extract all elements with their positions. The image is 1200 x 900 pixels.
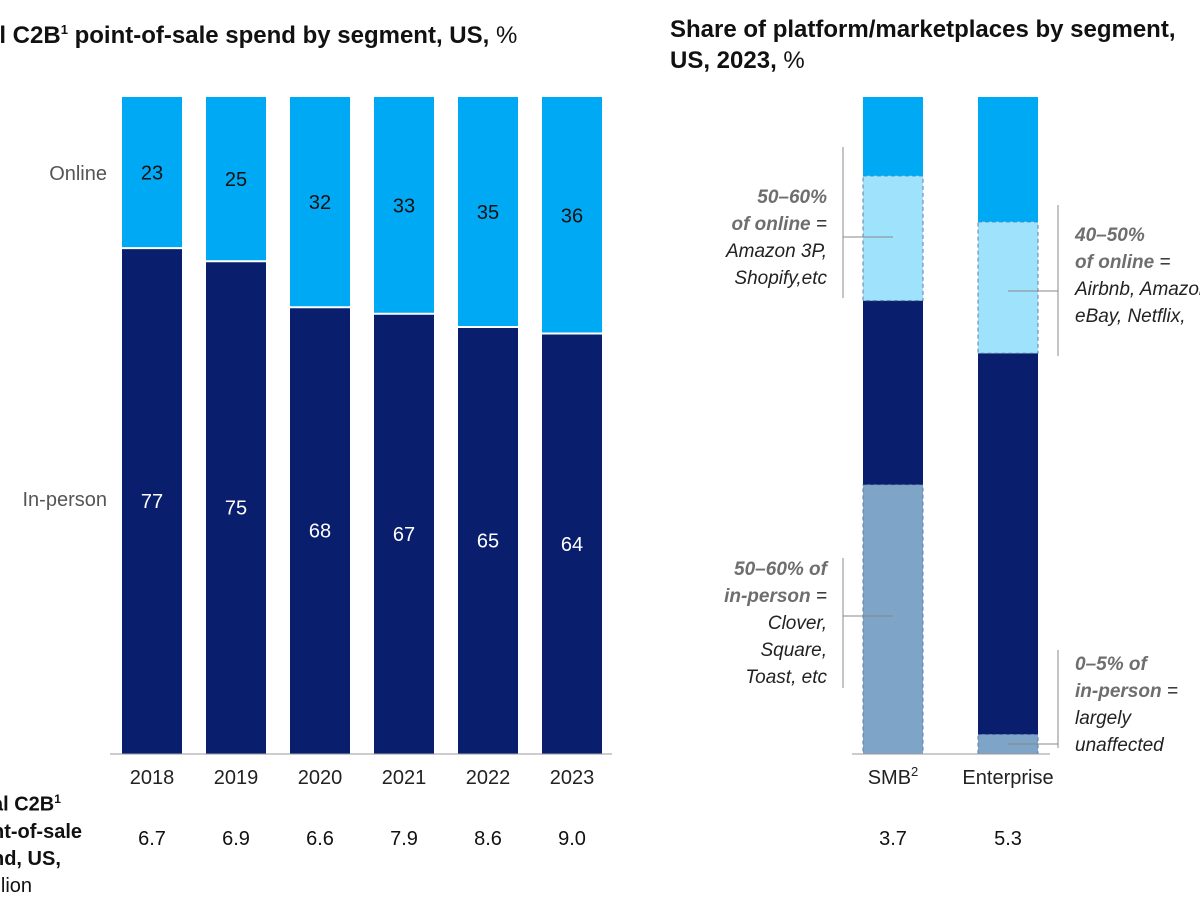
bar-online-2020 (290, 97, 350, 308)
x-tick-label-2018: 2018 (130, 767, 175, 789)
annotation-ent-inperson-line-3: unaffected (1075, 735, 1165, 756)
annotation-smb-inperson-line-3: Square, (760, 640, 827, 661)
segment-smb-2 (862, 175, 924, 302)
bar-inperson-2021 (374, 313, 434, 754)
x-tick-label-smb: SMB2 (868, 764, 919, 789)
right-chart-title-line2: US, 2023, % (670, 47, 805, 74)
x-tick-label-enterprise: Enterprise (962, 767, 1053, 789)
segment-smb-1 (863, 300, 923, 485)
x-tick-label-2022: 2022 (466, 767, 511, 789)
total-value-2018: 6.7 (138, 828, 166, 850)
annotation-smb-inperson-line-4: Toast, etc (745, 667, 827, 688)
bar-online-2019 (206, 97, 266, 262)
total-value-2019: 6.9 (222, 828, 250, 850)
bar-inperson-2022 (458, 326, 518, 754)
data-label-online-2023: 36 (561, 205, 583, 227)
data-label-inperson-2022: 65 (477, 530, 499, 552)
x-tick-label-2021: 2021 (382, 767, 427, 789)
right-chart-title: Share of platform/marketplaces by segmen… (670, 16, 1176, 43)
data-label-inperson-2019: 75 (225, 498, 247, 520)
left-chart-title: tal C2B1 point-of-sale spend by segment,… (0, 22, 518, 49)
annotation-smb-online-line-2: Amazon 3P, (725, 241, 827, 262)
annotation-smb-inperson-line-2: Clover, (768, 613, 827, 634)
segment-enterprise-2 (977, 221, 1039, 354)
data-label-online-2020: 32 (309, 192, 331, 214)
total-value-enterprise: 5.3 (994, 828, 1022, 850)
annotation-ent-inperson-line-2: largely (1075, 708, 1132, 729)
data-label-inperson-2023: 64 (561, 534, 583, 556)
bar-online-2023 (542, 97, 602, 334)
total-value-2021: 7.9 (390, 828, 418, 850)
segment-smb-0 (862, 484, 924, 755)
bar-online-2018 (122, 97, 182, 249)
annotation-smb-inperson-line-0: 50–60% of (734, 559, 829, 580)
bar-inperson-2020 (290, 307, 350, 754)
segment-smb-3 (863, 97, 923, 176)
total-spend-label: al C2B1 nt-of-sale nd, US, illion (0, 792, 82, 897)
data-label-online-2022: 35 (477, 202, 499, 224)
x-tick-label-2019: 2019 (214, 767, 259, 789)
x-tick-label-2020: 2020 (298, 767, 343, 789)
segment-enterprise-1 (978, 353, 1038, 735)
legend-inperson: In-person (23, 489, 108, 511)
total-value-2023: 9.0 (558, 828, 586, 850)
data-label-inperson-2021: 67 (393, 524, 415, 546)
annotation-ent-online-line-2: Airbnb, Amazon, (1074, 279, 1200, 300)
annotation-ent-inperson-line-0: 0–5% of (1075, 654, 1148, 675)
legend-online: Online (49, 163, 107, 185)
x-tick-label-2023: 2023 (550, 767, 595, 789)
bar-online-2021 (374, 97, 434, 314)
total-value-2020: 6.6 (306, 828, 334, 850)
data-label-online-2019: 25 (225, 169, 247, 191)
data-label-online-2018: 23 (141, 163, 163, 185)
annotation-ent-inperson-line-1: in-person = (1075, 681, 1178, 702)
annotation-smb-online-line-1: of online = (731, 214, 827, 235)
bar-inperson-2019 (206, 261, 266, 754)
data-label-online-2021: 33 (393, 195, 415, 217)
data-label-inperson-2020: 68 (309, 521, 331, 543)
annotation-smb-inperson-line-1: in-person = (724, 586, 827, 607)
bar-inperson-2018 (122, 248, 182, 755)
bar-online-2022 (458, 97, 518, 327)
segment-enterprise-3 (978, 97, 1038, 222)
annotation-ent-online-line-0: 40–50% (1074, 225, 1145, 246)
data-label-inperson-2018: 77 (141, 491, 163, 513)
bar-inperson-2023 (542, 333, 602, 754)
annotation-ent-online-line-3: eBay, Netflix, (1075, 306, 1186, 327)
annotation-smb-online-line-3: Shopify,etc (734, 268, 827, 289)
total-value-2022: 8.6 (474, 828, 502, 850)
annotation-smb-online-line-0: 50–60% (757, 187, 827, 208)
annotation-ent-online-line-1: of online = (1075, 252, 1171, 273)
total-value-smb: 3.7 (879, 828, 907, 850)
